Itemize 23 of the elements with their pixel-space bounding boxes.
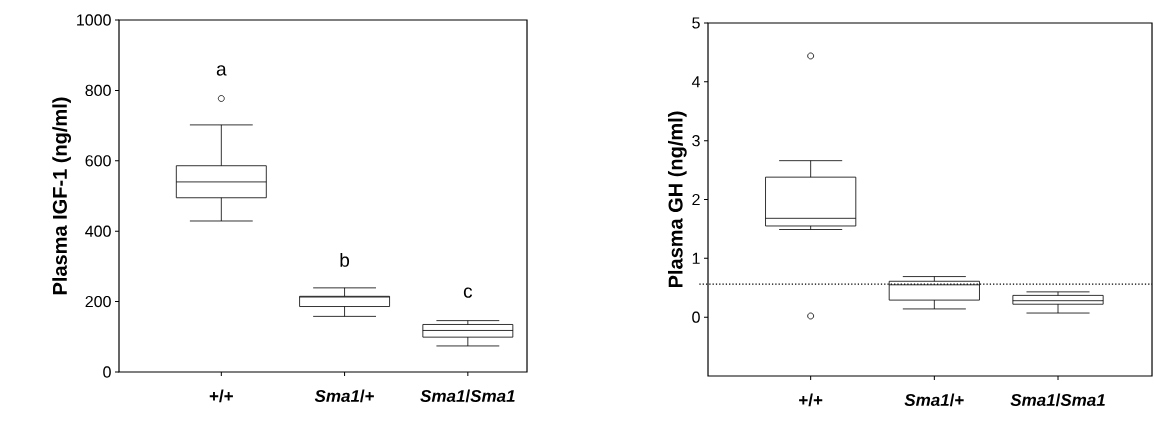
annotation: a bbox=[216, 65, 227, 76]
y-tick-label: 5 bbox=[692, 17, 700, 29]
y-tick-label: 3 bbox=[692, 135, 700, 147]
x-tick-label: +/+ bbox=[209, 389, 233, 403]
y-tick-label: 400 bbox=[85, 225, 111, 237]
y-axis-title: Plasma GH (ng/ml) bbox=[667, 111, 687, 288]
y-tick-label: 600 bbox=[85, 155, 111, 167]
y-tick-label: 1 bbox=[692, 252, 700, 264]
y-tick-label: 2 bbox=[692, 193, 700, 206]
y-tick-label: 800 bbox=[85, 84, 111, 97]
annotation: c bbox=[463, 287, 473, 298]
x-tick-label: Sma1/Sma1 bbox=[1010, 393, 1105, 407]
y-tick-label: 0 bbox=[103, 366, 111, 378]
x-tick-label: +/+ bbox=[799, 393, 823, 407]
annotation: b bbox=[340, 252, 350, 267]
y-tick-label: 0 bbox=[692, 311, 700, 323]
x-tick-label: Sma1/+ bbox=[314, 389, 374, 403]
y-axis-title: Plasma IGF-1 (ng/ml) bbox=[52, 97, 72, 295]
x-tick-label: Sma1/Sma1 bbox=[420, 389, 515, 403]
y-tick-label: 4 bbox=[691, 76, 700, 88]
y-tick-label: 200 bbox=[85, 295, 111, 308]
y-tick-label: 1000 bbox=[77, 14, 111, 26]
x-tick-label: Sma1/+ bbox=[904, 393, 964, 407]
